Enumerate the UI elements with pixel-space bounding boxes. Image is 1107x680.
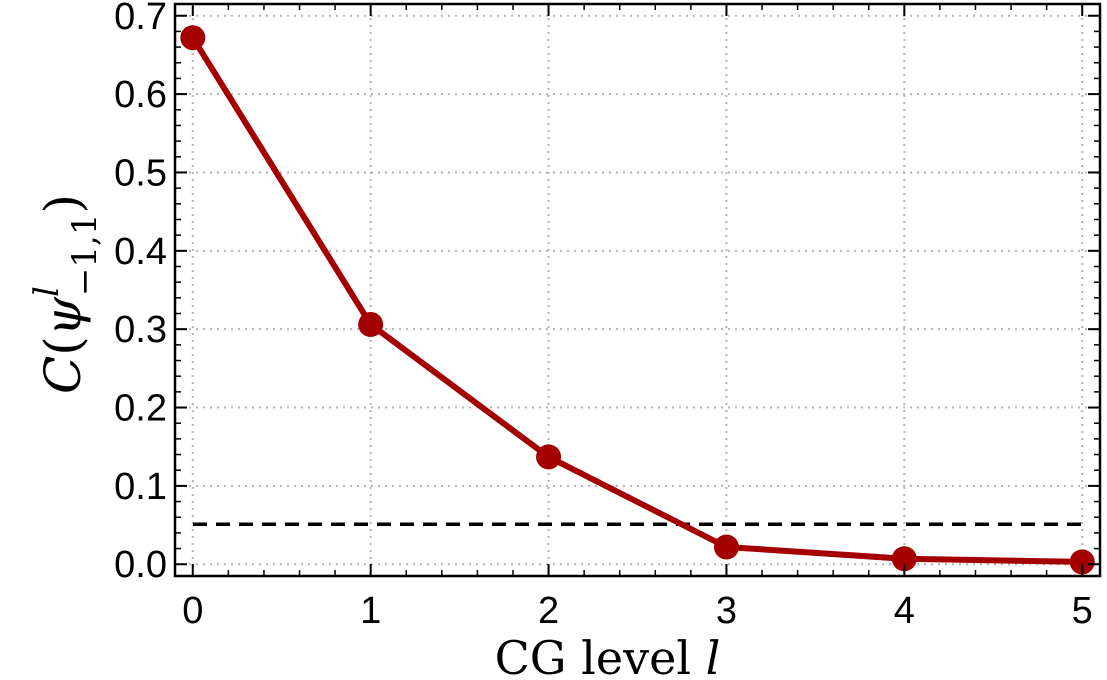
- x-tick-label: 4: [894, 590, 915, 632]
- y-tick-label: 0.7: [114, 0, 167, 38]
- y-title-sub: −1,1: [65, 214, 105, 297]
- data-point: [180, 25, 206, 51]
- y-axis-title: C(ψl−1,1): [27, 194, 105, 394]
- x-axis-title-var: l: [706, 631, 721, 680]
- y-tick-label: 0.6: [114, 74, 167, 116]
- x-axis-title-main: CG level: [495, 631, 706, 680]
- data-point: [713, 534, 739, 560]
- ticks-group: [175, 4, 1100, 576]
- data-point: [358, 311, 384, 337]
- data-point: [536, 444, 562, 470]
- x-tick-label: 1: [360, 590, 381, 632]
- y-title-c: C: [34, 356, 92, 394]
- y-title-open: (: [34, 336, 92, 356]
- y-title-psi: ψ: [34, 296, 92, 336]
- x-tick-label: 5: [1072, 590, 1093, 632]
- data-point: [891, 546, 917, 572]
- series-line: [190, 36, 1083, 565]
- y-tick-label: 0.3: [114, 309, 167, 351]
- y-tick-label: 0.2: [114, 388, 167, 430]
- data-point: [1069, 549, 1095, 575]
- series-group: [180, 25, 1095, 575]
- y-title-sup: l: [27, 286, 67, 297]
- y-tick-label: 0.5: [114, 152, 167, 194]
- y-axis-title-text: C(ψl−1,1): [27, 194, 105, 394]
- y-tick-label: 0.0: [114, 544, 167, 586]
- y-tick-labels: 0.0 0.1 0.2 0.3 0.4 0.5 0.6 0.7: [114, 0, 167, 586]
- x-tick-label: 3: [716, 590, 737, 632]
- y-tick-label: 0.1: [114, 466, 167, 508]
- x-tick-label: 0: [182, 590, 203, 632]
- plot-frame: [173, 2, 1102, 578]
- x-tick-labels: 0 1 2 3 4 5: [182, 590, 1093, 632]
- grid: [175, 4, 1100, 576]
- x-axis-title: CG level l: [495, 631, 721, 680]
- y-title-close: ): [34, 194, 92, 214]
- y-tick-label: 0.4: [114, 231, 167, 273]
- x-tick-label: 2: [538, 590, 559, 632]
